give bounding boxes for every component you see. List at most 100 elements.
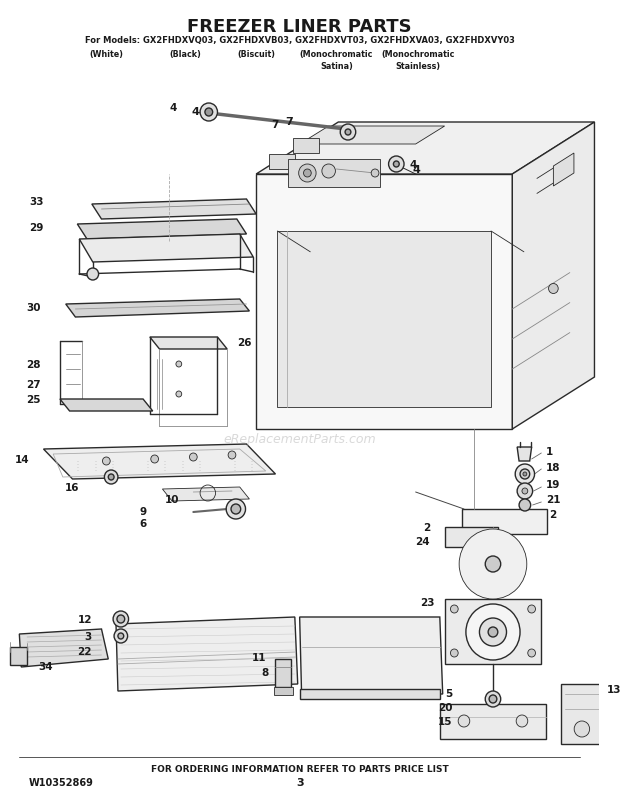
Text: 22: 22 (78, 646, 92, 656)
Polygon shape (19, 630, 108, 667)
Text: FOR ORDERING INFORMATION REFER TO PARTS PRICE LIST: FOR ORDERING INFORMATION REFER TO PARTS … (151, 764, 448, 774)
Circle shape (345, 130, 351, 136)
Polygon shape (256, 123, 595, 175)
Circle shape (479, 618, 507, 646)
Text: 1: 1 (546, 447, 554, 456)
Circle shape (322, 164, 335, 179)
Text: 30: 30 (26, 302, 40, 313)
Polygon shape (293, 140, 319, 154)
Text: For Models: GX2FHDXVQ03, GX2FHDXVB03, GX2FHDXVT03, GX2FHDXVA03, GX2FHDXVY03: For Models: GX2FHDXVQ03, GX2FHDXVB03, GX… (85, 36, 515, 45)
Bar (275, 659, 291, 687)
Text: 29: 29 (29, 223, 43, 233)
Text: eReplacementParts.com: eReplacementParts.com (223, 433, 376, 446)
Polygon shape (150, 338, 227, 350)
Text: 19: 19 (546, 480, 560, 489)
Circle shape (528, 606, 536, 614)
Polygon shape (66, 300, 249, 318)
Polygon shape (299, 618, 443, 695)
Circle shape (118, 634, 124, 639)
Text: W10352869: W10352869 (29, 777, 94, 787)
Text: 33: 33 (29, 196, 43, 207)
Circle shape (520, 469, 529, 480)
Circle shape (519, 500, 531, 512)
Polygon shape (440, 704, 546, 739)
Circle shape (522, 488, 528, 494)
Polygon shape (162, 488, 249, 501)
Text: 27: 27 (26, 379, 40, 390)
Text: 28: 28 (26, 359, 40, 370)
Text: 21: 21 (546, 494, 560, 504)
Bar (10, 647, 27, 665)
Text: 8: 8 (262, 667, 268, 677)
Text: 25: 25 (26, 395, 40, 404)
Text: 3: 3 (84, 631, 92, 642)
Circle shape (394, 162, 399, 168)
Polygon shape (560, 684, 604, 744)
Circle shape (104, 471, 118, 484)
Text: 7: 7 (285, 117, 293, 127)
Text: (Black): (Black) (170, 50, 202, 59)
Circle shape (516, 715, 528, 727)
Polygon shape (43, 444, 275, 480)
Circle shape (176, 391, 182, 398)
Polygon shape (299, 689, 440, 699)
Circle shape (102, 457, 110, 465)
Circle shape (231, 504, 241, 514)
Polygon shape (79, 235, 253, 263)
Circle shape (226, 500, 246, 520)
Circle shape (488, 627, 498, 638)
Bar (462, 509, 547, 534)
Text: 13: 13 (607, 684, 620, 695)
Text: 3: 3 (296, 777, 303, 787)
Circle shape (190, 453, 197, 461)
Bar (445, 528, 498, 547)
Text: 12: 12 (78, 614, 92, 624)
Circle shape (87, 269, 99, 281)
Polygon shape (554, 154, 574, 187)
Circle shape (299, 164, 316, 183)
Text: 7: 7 (271, 119, 278, 130)
Polygon shape (268, 155, 295, 170)
Circle shape (228, 452, 236, 460)
Polygon shape (256, 175, 512, 429)
Circle shape (458, 715, 470, 727)
Circle shape (108, 475, 114, 480)
Polygon shape (517, 448, 531, 461)
Circle shape (485, 691, 501, 707)
Circle shape (466, 604, 520, 660)
Polygon shape (92, 200, 256, 220)
Polygon shape (512, 123, 595, 429)
Circle shape (151, 456, 159, 464)
Text: 26: 26 (237, 338, 251, 347)
Circle shape (485, 557, 501, 573)
Polygon shape (299, 127, 445, 145)
Circle shape (523, 472, 527, 476)
Text: 4: 4 (410, 160, 417, 170)
Text: 23: 23 (420, 597, 435, 607)
Text: (Monochromatic: (Monochromatic (299, 50, 373, 59)
Text: 24: 24 (415, 537, 430, 546)
Text: 11: 11 (252, 652, 267, 662)
Circle shape (528, 649, 536, 657)
Text: 16: 16 (64, 482, 79, 492)
Text: 4: 4 (192, 107, 199, 117)
Text: Stainless): Stainless) (395, 62, 440, 71)
Circle shape (459, 529, 527, 599)
Circle shape (176, 362, 182, 367)
Circle shape (340, 125, 356, 141)
Circle shape (489, 695, 497, 703)
Polygon shape (116, 618, 298, 691)
Circle shape (205, 109, 213, 117)
Text: 10: 10 (164, 494, 179, 504)
Text: 2: 2 (423, 522, 430, 533)
Circle shape (574, 721, 590, 737)
Circle shape (515, 464, 534, 484)
Text: (Monochromatic: (Monochromatic (381, 50, 454, 59)
Circle shape (389, 157, 404, 172)
Text: 14: 14 (14, 455, 29, 464)
Text: 2: 2 (549, 509, 556, 520)
Text: (Biscuit): (Biscuit) (237, 50, 275, 59)
Polygon shape (445, 599, 541, 664)
Circle shape (113, 611, 128, 627)
Circle shape (451, 606, 458, 614)
